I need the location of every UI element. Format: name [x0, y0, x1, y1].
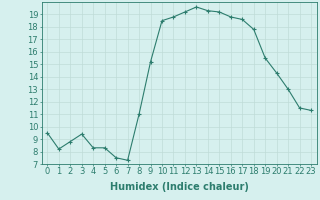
- X-axis label: Humidex (Indice chaleur): Humidex (Indice chaleur): [110, 182, 249, 192]
